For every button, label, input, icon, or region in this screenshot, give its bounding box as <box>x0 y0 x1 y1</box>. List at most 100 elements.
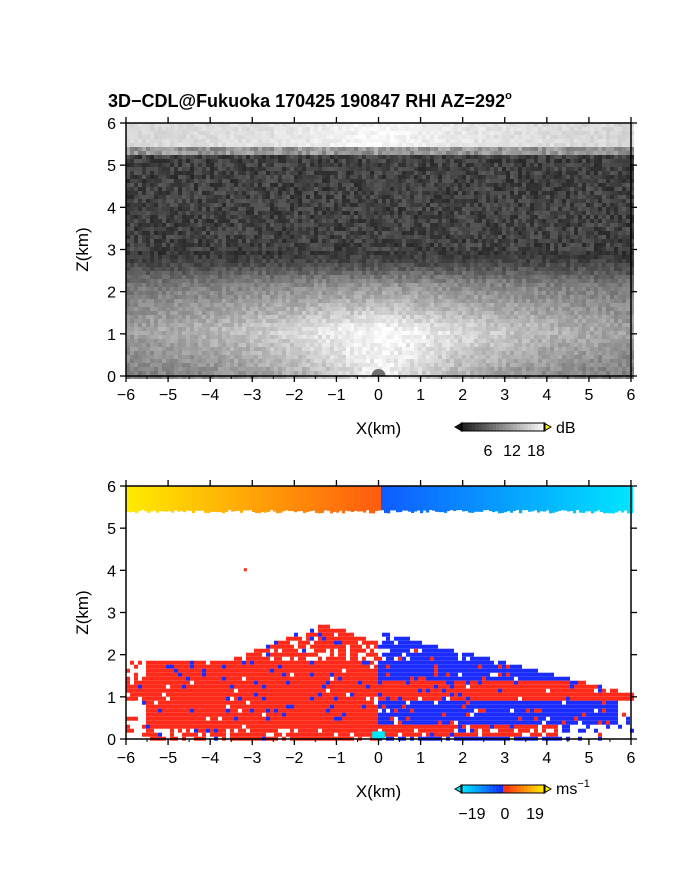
reflectivity-cell <box>466 251 470 255</box>
reflectivity-cell <box>394 171 398 175</box>
reflectivity-cell <box>242 195 246 199</box>
reflectivity-cell <box>130 163 134 167</box>
reflectivity-cell <box>610 219 614 223</box>
reflectivity-cell <box>218 195 222 199</box>
reflectivity-cell <box>382 251 386 255</box>
reflectivity-cell <box>366 179 370 183</box>
reflectivity-cell <box>590 275 594 279</box>
reflectivity-cell <box>546 251 550 255</box>
reflectivity-cell <box>234 207 238 211</box>
reflectivity-cell <box>394 127 398 131</box>
reflectivity-cell <box>342 231 346 235</box>
reflectivity-cell <box>166 207 170 211</box>
reflectivity-cell <box>422 135 426 139</box>
reflectivity-cell <box>294 155 298 159</box>
reflectivity-cell <box>502 199 506 203</box>
reflectivity-cell <box>462 203 466 207</box>
reflectivity-cell <box>542 263 546 267</box>
reflectivity-cell <box>526 143 530 147</box>
reflectivity-cell <box>250 219 254 223</box>
reflectivity-cell <box>366 231 370 235</box>
reflectivity-cell <box>554 207 558 211</box>
reflectivity-cell <box>222 227 226 231</box>
reflectivity-cell <box>230 235 234 239</box>
reflectivity-cell <box>314 179 318 183</box>
reflectivity-cell <box>290 127 294 131</box>
reflectivity-cell <box>150 255 154 259</box>
reflectivity-cell <box>558 175 562 179</box>
reflectivity-cell <box>414 251 418 255</box>
reflectivity-cell <box>442 155 446 159</box>
reflectivity-cell <box>270 191 274 195</box>
reflectivity-cell <box>574 247 578 251</box>
reflectivity-cell <box>614 199 618 203</box>
reflectivity-cell <box>546 123 550 127</box>
reflectivity-cell <box>426 223 430 227</box>
reflectivity-cell <box>466 235 470 239</box>
reflectivity-cell <box>174 215 178 219</box>
reflectivity-cell <box>394 159 398 163</box>
reflectivity-cell <box>350 163 354 167</box>
reflectivity-cell <box>142 247 146 251</box>
reflectivity-cell <box>262 247 266 251</box>
reflectivity-cell <box>206 135 210 139</box>
reflectivity-cell <box>302 251 306 255</box>
reflectivity-cell <box>522 275 526 279</box>
reflectivity-cell <box>482 167 486 171</box>
reflectivity-cell <box>366 251 370 255</box>
reflectivity-cell <box>202 207 206 211</box>
reflectivity-cell <box>382 159 386 163</box>
reflectivity-cell <box>402 163 406 167</box>
reflectivity-cell <box>278 139 282 143</box>
reflectivity-cell <box>390 183 394 187</box>
reflectivity-cell <box>250 139 254 143</box>
reflectivity-cell <box>562 243 566 247</box>
reflectivity-cell <box>306 219 310 223</box>
reflectivity-cell <box>562 199 566 203</box>
reflectivity-cell <box>162 127 166 131</box>
reflectivity-cell <box>438 159 442 163</box>
reflectivity-cell <box>198 135 202 139</box>
reflectivity-cell <box>586 275 590 279</box>
reflectivity-cell <box>202 267 206 271</box>
reflectivity-cell <box>326 203 330 207</box>
reflectivity-cell <box>606 271 610 275</box>
reflectivity-cell <box>526 187 530 191</box>
reflectivity-cell <box>294 139 298 143</box>
reflectivity-cell <box>622 131 626 135</box>
reflectivity-cell <box>570 127 574 131</box>
reflectivity-cell <box>538 147 542 151</box>
reflectivity-cell <box>326 163 330 167</box>
reflectivity-cell <box>570 227 574 231</box>
reflectivity-cell <box>386 163 390 167</box>
reflectivity-cell <box>182 187 186 191</box>
reflectivity-cell <box>614 255 618 259</box>
reflectivity-cell <box>534 227 538 231</box>
reflectivity-cell <box>426 139 430 143</box>
reflectivity-cell <box>558 255 562 259</box>
reflectivity-cell <box>594 259 598 263</box>
reflectivity-cell <box>410 195 414 199</box>
reflectivity-cell <box>582 143 586 147</box>
reflectivity-cell <box>134 239 138 243</box>
reflectivity-cell <box>554 199 558 203</box>
reflectivity-cell <box>154 239 158 243</box>
reflectivity-cell <box>274 207 278 211</box>
reflectivity-cell <box>598 187 602 191</box>
reflectivity-cell <box>482 223 486 227</box>
reflectivity-cell <box>222 219 226 223</box>
reflectivity-cell <box>390 151 394 155</box>
reflectivity-cell <box>250 275 254 279</box>
reflectivity-cell <box>218 239 222 243</box>
reflectivity-cell <box>238 127 242 131</box>
reflectivity-cell <box>170 183 174 187</box>
reflectivity-cell <box>334 183 338 187</box>
reflectivity-cell <box>178 231 182 235</box>
reflectivity-cell <box>426 131 430 135</box>
reflectivity-cell <box>466 195 470 199</box>
reflectivity-cell <box>194 135 198 139</box>
reflectivity-cell <box>266 191 270 195</box>
reflectivity-cell <box>146 171 150 175</box>
reflectivity-cell <box>378 163 382 167</box>
reflectivity-cell <box>234 215 238 219</box>
